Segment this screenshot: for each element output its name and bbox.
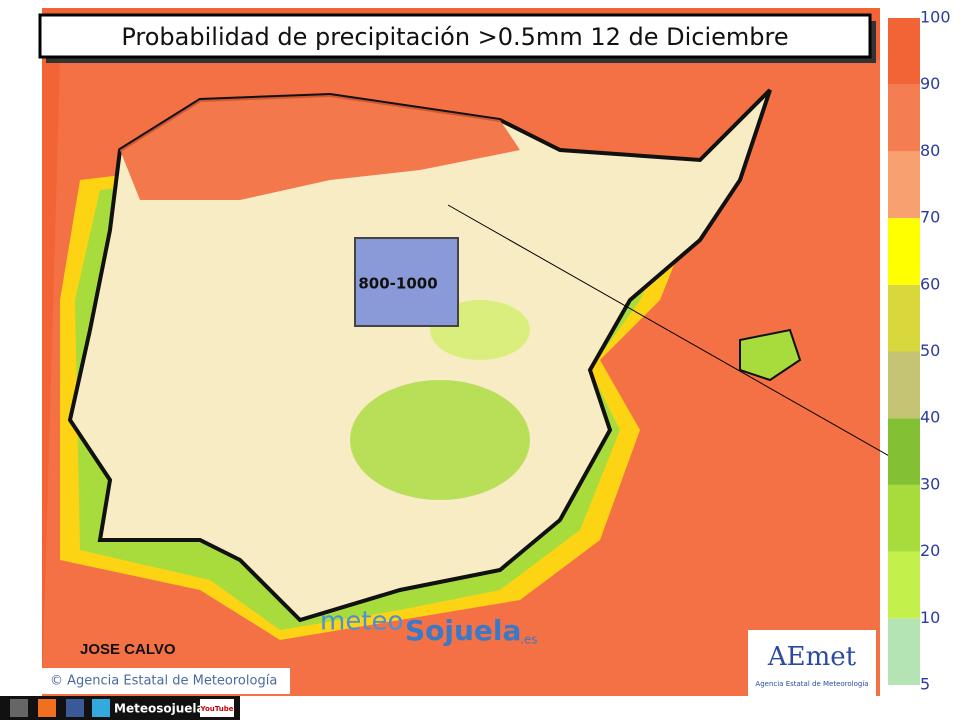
aemet-logo: AEmet xyxy=(767,642,857,672)
legend-label: 30 xyxy=(920,474,940,493)
legend-swatch xyxy=(888,484,920,552)
legend-label: 50 xyxy=(920,341,940,360)
legend-swatch xyxy=(888,284,920,352)
snow-level: 800-1000 xyxy=(358,275,437,293)
legend-swatch xyxy=(888,618,920,685)
youtube-icon[interactable] xyxy=(200,699,234,717)
iberia xyxy=(67,88,772,623)
legend-swatch xyxy=(888,151,920,219)
map: 800-1000 JOSE CALVO meteo Sojuela .es © … xyxy=(42,8,906,696)
pointer-line xyxy=(447,204,906,466)
legend-swatch xyxy=(888,84,920,152)
legend-label: 40 xyxy=(920,408,940,427)
legend-label: 70 xyxy=(920,208,940,227)
legend-label: 60 xyxy=(920,274,940,293)
copyright: © Agencia Estatal de Meteorología xyxy=(50,674,277,689)
logo-domain: .es xyxy=(520,633,537,647)
legend-label: 5 xyxy=(920,675,930,694)
green-zone xyxy=(350,380,530,500)
legend: 5 10 20 30 40 50 60 70 80 90 100 xyxy=(888,8,951,694)
legend-label: 80 xyxy=(920,141,940,160)
legend-label: 20 xyxy=(920,541,940,560)
legend-label: 90 xyxy=(920,74,940,93)
north-zone xyxy=(120,95,520,200)
icon[interactable] xyxy=(92,699,110,717)
author: JOSE CALVO xyxy=(80,641,176,658)
legend-swatch xyxy=(888,418,920,485)
legend-label: 10 xyxy=(920,608,940,627)
legend-swatch xyxy=(888,18,920,85)
legend-swatch xyxy=(888,551,920,619)
aemet-full: Agencia Estatal de Meteorología xyxy=(755,680,868,688)
title-box xyxy=(38,13,872,59)
legend-swatch xyxy=(888,351,920,419)
icon[interactable] xyxy=(66,699,84,717)
copyright-box xyxy=(42,668,290,694)
snow-icon xyxy=(354,237,459,327)
island xyxy=(739,328,802,382)
legend-swatch xyxy=(888,218,920,285)
icon[interactable] xyxy=(10,699,28,717)
aemet-box xyxy=(748,630,876,696)
logo-sojuela: Sojuela xyxy=(405,614,521,647)
footer-brand: Meteosojuela xyxy=(114,702,205,716)
youtube-label[interactable]: YouTube xyxy=(200,705,234,713)
icon[interactable] xyxy=(38,699,56,717)
title: Probabilidad de precipitación >0.5mm 12 … xyxy=(121,23,788,51)
logo-meteo: meteo xyxy=(320,607,403,637)
legend-label: 100 xyxy=(920,8,951,27)
